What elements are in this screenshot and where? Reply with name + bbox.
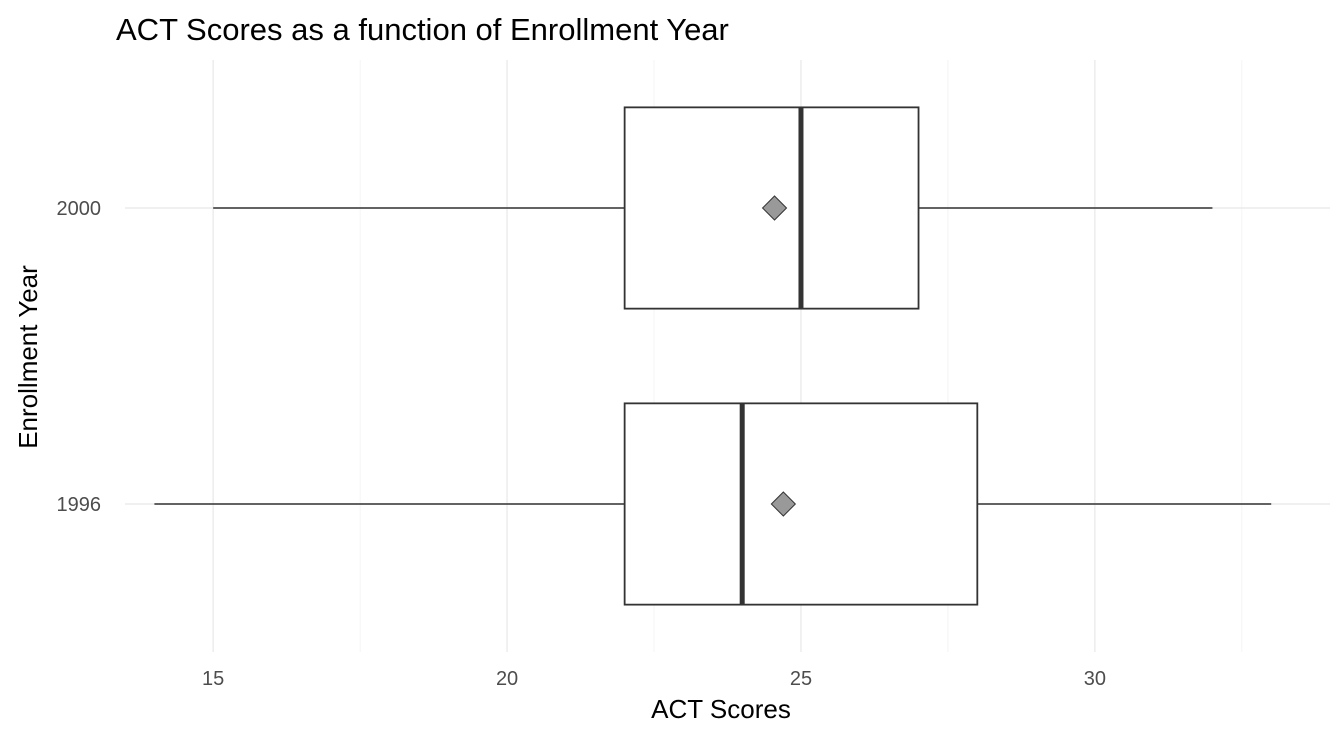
x-axis-title: ACT Scores bbox=[651, 694, 791, 724]
y-axis-title: Enrollment Year bbox=[13, 265, 43, 449]
tick-layer: 15 20 25 30 1996 2000 bbox=[57, 198, 1107, 690]
chart-title: ACT Scores as a function of Enrollment Y… bbox=[116, 12, 729, 47]
x-tick-label: 25 bbox=[790, 668, 812, 690]
iqr-box bbox=[623, 402, 979, 606]
y-tick-label: 2000 bbox=[57, 198, 102, 220]
x-tick-label: 15 bbox=[202, 668, 224, 690]
y-tick-label: 1996 bbox=[57, 494, 102, 516]
boxplot-1996 bbox=[154, 402, 1272, 606]
box-layer bbox=[154, 106, 1272, 606]
boxplot-2000 bbox=[213, 106, 1213, 310]
x-tick-label: 20 bbox=[496, 668, 518, 690]
mean-marker bbox=[770, 491, 797, 517]
mean-marker bbox=[761, 195, 788, 221]
x-tick-label: 30 bbox=[1084, 668, 1106, 690]
